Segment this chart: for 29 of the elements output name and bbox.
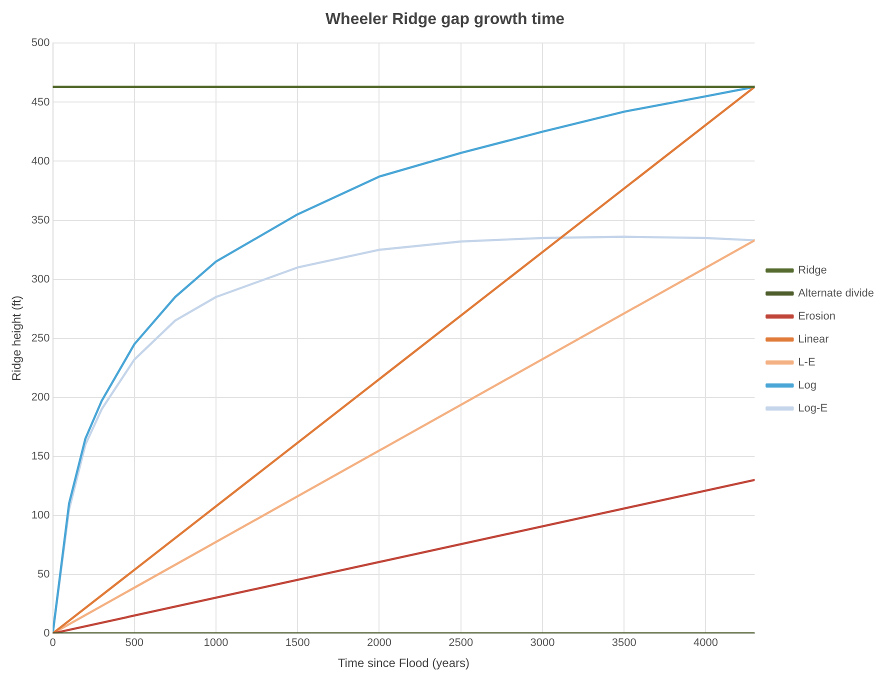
x-axis-title: Time since Flood (years) — [338, 656, 470, 670]
y-tick-label: 100 — [31, 509, 50, 522]
y-tick-label: 500 — [31, 37, 50, 50]
legend-label: Erosion — [798, 310, 836, 323]
y-tick-label: 200 — [31, 391, 50, 404]
legend-label: Ridge — [798, 264, 827, 277]
x-tick-label: 3500 — [612, 637, 636, 650]
legend-label: Log — [798, 380, 817, 392]
y-axis-title: Ridge height (ft) — [10, 296, 24, 381]
y-tick-label: 400 — [31, 155, 50, 168]
x-tick-label: 500 — [125, 637, 144, 650]
y-tick-label: 300 — [31, 273, 50, 286]
y-tick-label: 50 — [38, 568, 50, 580]
x-tick-label: 2500 — [448, 637, 474, 650]
x-tick-label: 4000 — [693, 637, 718, 650]
legend-label: Alternate divide — [798, 288, 874, 300]
legend-label: Log-E — [798, 402, 828, 415]
x-tick-label: 2000 — [366, 637, 392, 650]
y-tick-label: 250 — [31, 332, 50, 344]
x-tick-label: 1500 — [285, 637, 310, 650]
legend-label: Linear — [798, 334, 830, 346]
y-tick-label: 150 — [31, 450, 50, 462]
x-tick-label: 1000 — [204, 637, 228, 650]
y-tick-label: 0 — [44, 627, 50, 640]
y-tick-label: 350 — [31, 214, 50, 226]
chart-title: Wheeler Ridge gap growth time — [325, 11, 565, 28]
x-tick-label: 3000 — [530, 637, 555, 650]
legend-label: L-E — [798, 356, 816, 369]
y-tick-label: 450 — [31, 96, 50, 108]
